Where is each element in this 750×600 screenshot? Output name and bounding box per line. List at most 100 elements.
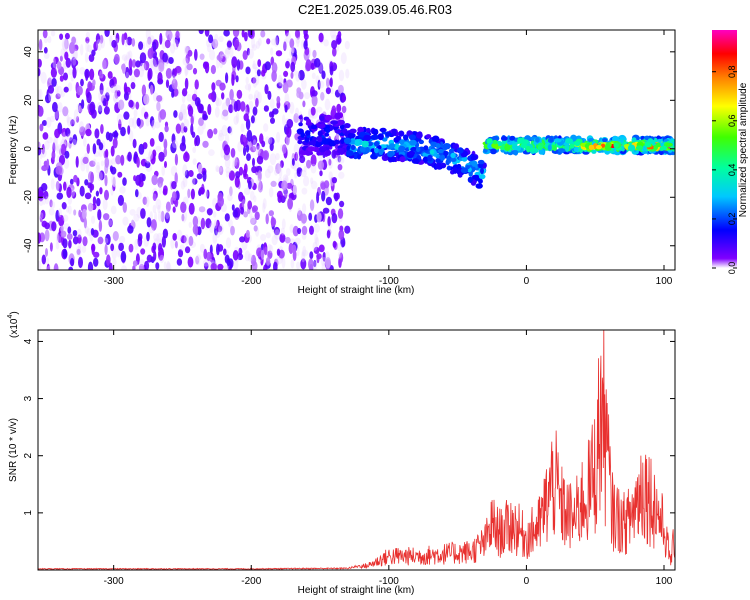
spectrogram-cell [309,199,315,211]
spectrogram-cell [317,79,321,91]
spectrogram-cell [255,40,261,50]
spectrogram-cell [52,101,58,113]
spectrogram-cell [157,204,161,214]
spectrogram-cell [49,199,53,208]
spectrogram-cell [416,146,421,153]
spectrogram-cell [297,207,302,216]
spectrogram-cell [157,72,163,84]
spectrogram-cell [104,189,109,201]
spectrogram-cell [58,214,65,227]
spectrogram-cell [72,134,78,146]
spectrogram-cell [191,174,196,187]
spectrogram-cell [57,102,63,113]
spectrogram-cell [289,101,295,114]
spectrogram-cell [153,233,160,242]
spectrogram-cell [332,240,337,248]
spectrogram-cell [372,128,379,136]
spectrogram-cell [374,147,379,154]
spectrogram-cell [122,202,128,213]
spectrogram-cell [339,200,345,208]
spectrogram-cell [309,225,314,235]
spectrogram-cell [229,125,233,136]
spectrogram-cell [184,45,189,56]
spectrogram-cell [181,213,185,222]
spectrogram-cell [154,121,161,129]
spectrogram-cell [273,226,280,236]
spectrogram-cell [38,260,42,270]
spectrogram-cell [38,199,44,206]
spectrogram-cell [110,243,115,252]
spectrogram-cell [192,178,198,185]
spectrogram-cell [156,101,161,112]
spectrogram-cell [159,254,165,264]
spectrogram-cell [262,150,270,161]
spectrogram-cell [127,50,133,61]
spectrogram-cell [250,115,255,124]
spectrogram-cell [152,41,157,52]
spectrogram-cell [613,142,619,148]
spectrogram-cell [330,87,334,95]
spectrogram-cell [387,150,394,158]
spectrogram-cell [224,213,230,222]
spectrogram-cell [38,105,44,117]
spectrogram-cell [337,147,345,154]
spectrogram-cell [148,227,155,234]
spectrogram-cell [71,191,77,199]
spectrogram-cell [331,212,338,224]
spectrogram-cell [163,138,168,150]
spectrogram-cell [244,31,248,42]
spectrogram-cell [549,135,554,142]
spectrogram-cell [253,195,257,203]
spectrogram-cell [79,67,86,75]
spectrogram-cell [183,151,190,163]
spectrogram-cell [491,135,500,141]
spectrogram-cell [378,148,384,156]
spectrogram-y-axis-label: Frequency (Hz) [8,116,19,185]
spectrogram-cell [604,143,611,151]
spectrogram-cell [64,38,69,50]
spectrogram-cell [174,172,178,185]
spectrogram-cell [79,126,86,137]
spectrogram-cell [173,67,178,77]
colorbar-gradient [712,30,737,268]
spectrogram-cell [95,190,99,197]
spectrogram-cell [491,142,499,149]
spectrogram-cell [65,205,70,213]
spectrogram-cell [338,229,345,240]
spectrogram-cell [283,70,289,77]
spectrogram-cell [635,145,644,150]
spectrogram-cell [308,140,316,146]
spectrogram-cell [517,137,525,144]
colorbar-tick-label: 0.4 [727,164,737,177]
spectrogram-cell [265,213,269,225]
spectrogram-cell [229,47,234,58]
spectrogram-cell [225,97,231,107]
spectrogram-cell [38,89,41,100]
spectrogram-cell [660,146,665,151]
spectrogram-cell [184,169,190,179]
spectrogram-cell [65,57,72,68]
spectrogram-cell [303,175,310,187]
spectrogram-cell [271,235,278,246]
spectrogram-cell [301,251,306,263]
spectrogram-cell [112,131,119,138]
spectrogram-cell [188,221,192,228]
spectrogram-cell [198,206,206,213]
spectrogram-cell [159,32,163,45]
spectrogram-cell [252,106,258,116]
spectrogram-cell [218,35,224,43]
spectrogram-cell [247,200,253,210]
spectrogram-y-tick-label: 20 [23,94,34,106]
spectrogram-cell [271,70,277,82]
spectrogram-cell [217,196,224,207]
spectrogram-cell [116,90,121,97]
spectrogram-cell [93,41,99,52]
spectrogram-cell [222,109,229,117]
spectrogram-cell [59,55,63,62]
spectrogram-x-tick-label: -100 [379,276,399,287]
spectrogram-cell [75,116,80,123]
spectrogram-cell [274,229,281,240]
spectrogram-cell [319,115,325,122]
spectrogram-y-tick-label: -20 [23,190,34,205]
spectrogram-cell [300,169,307,178]
